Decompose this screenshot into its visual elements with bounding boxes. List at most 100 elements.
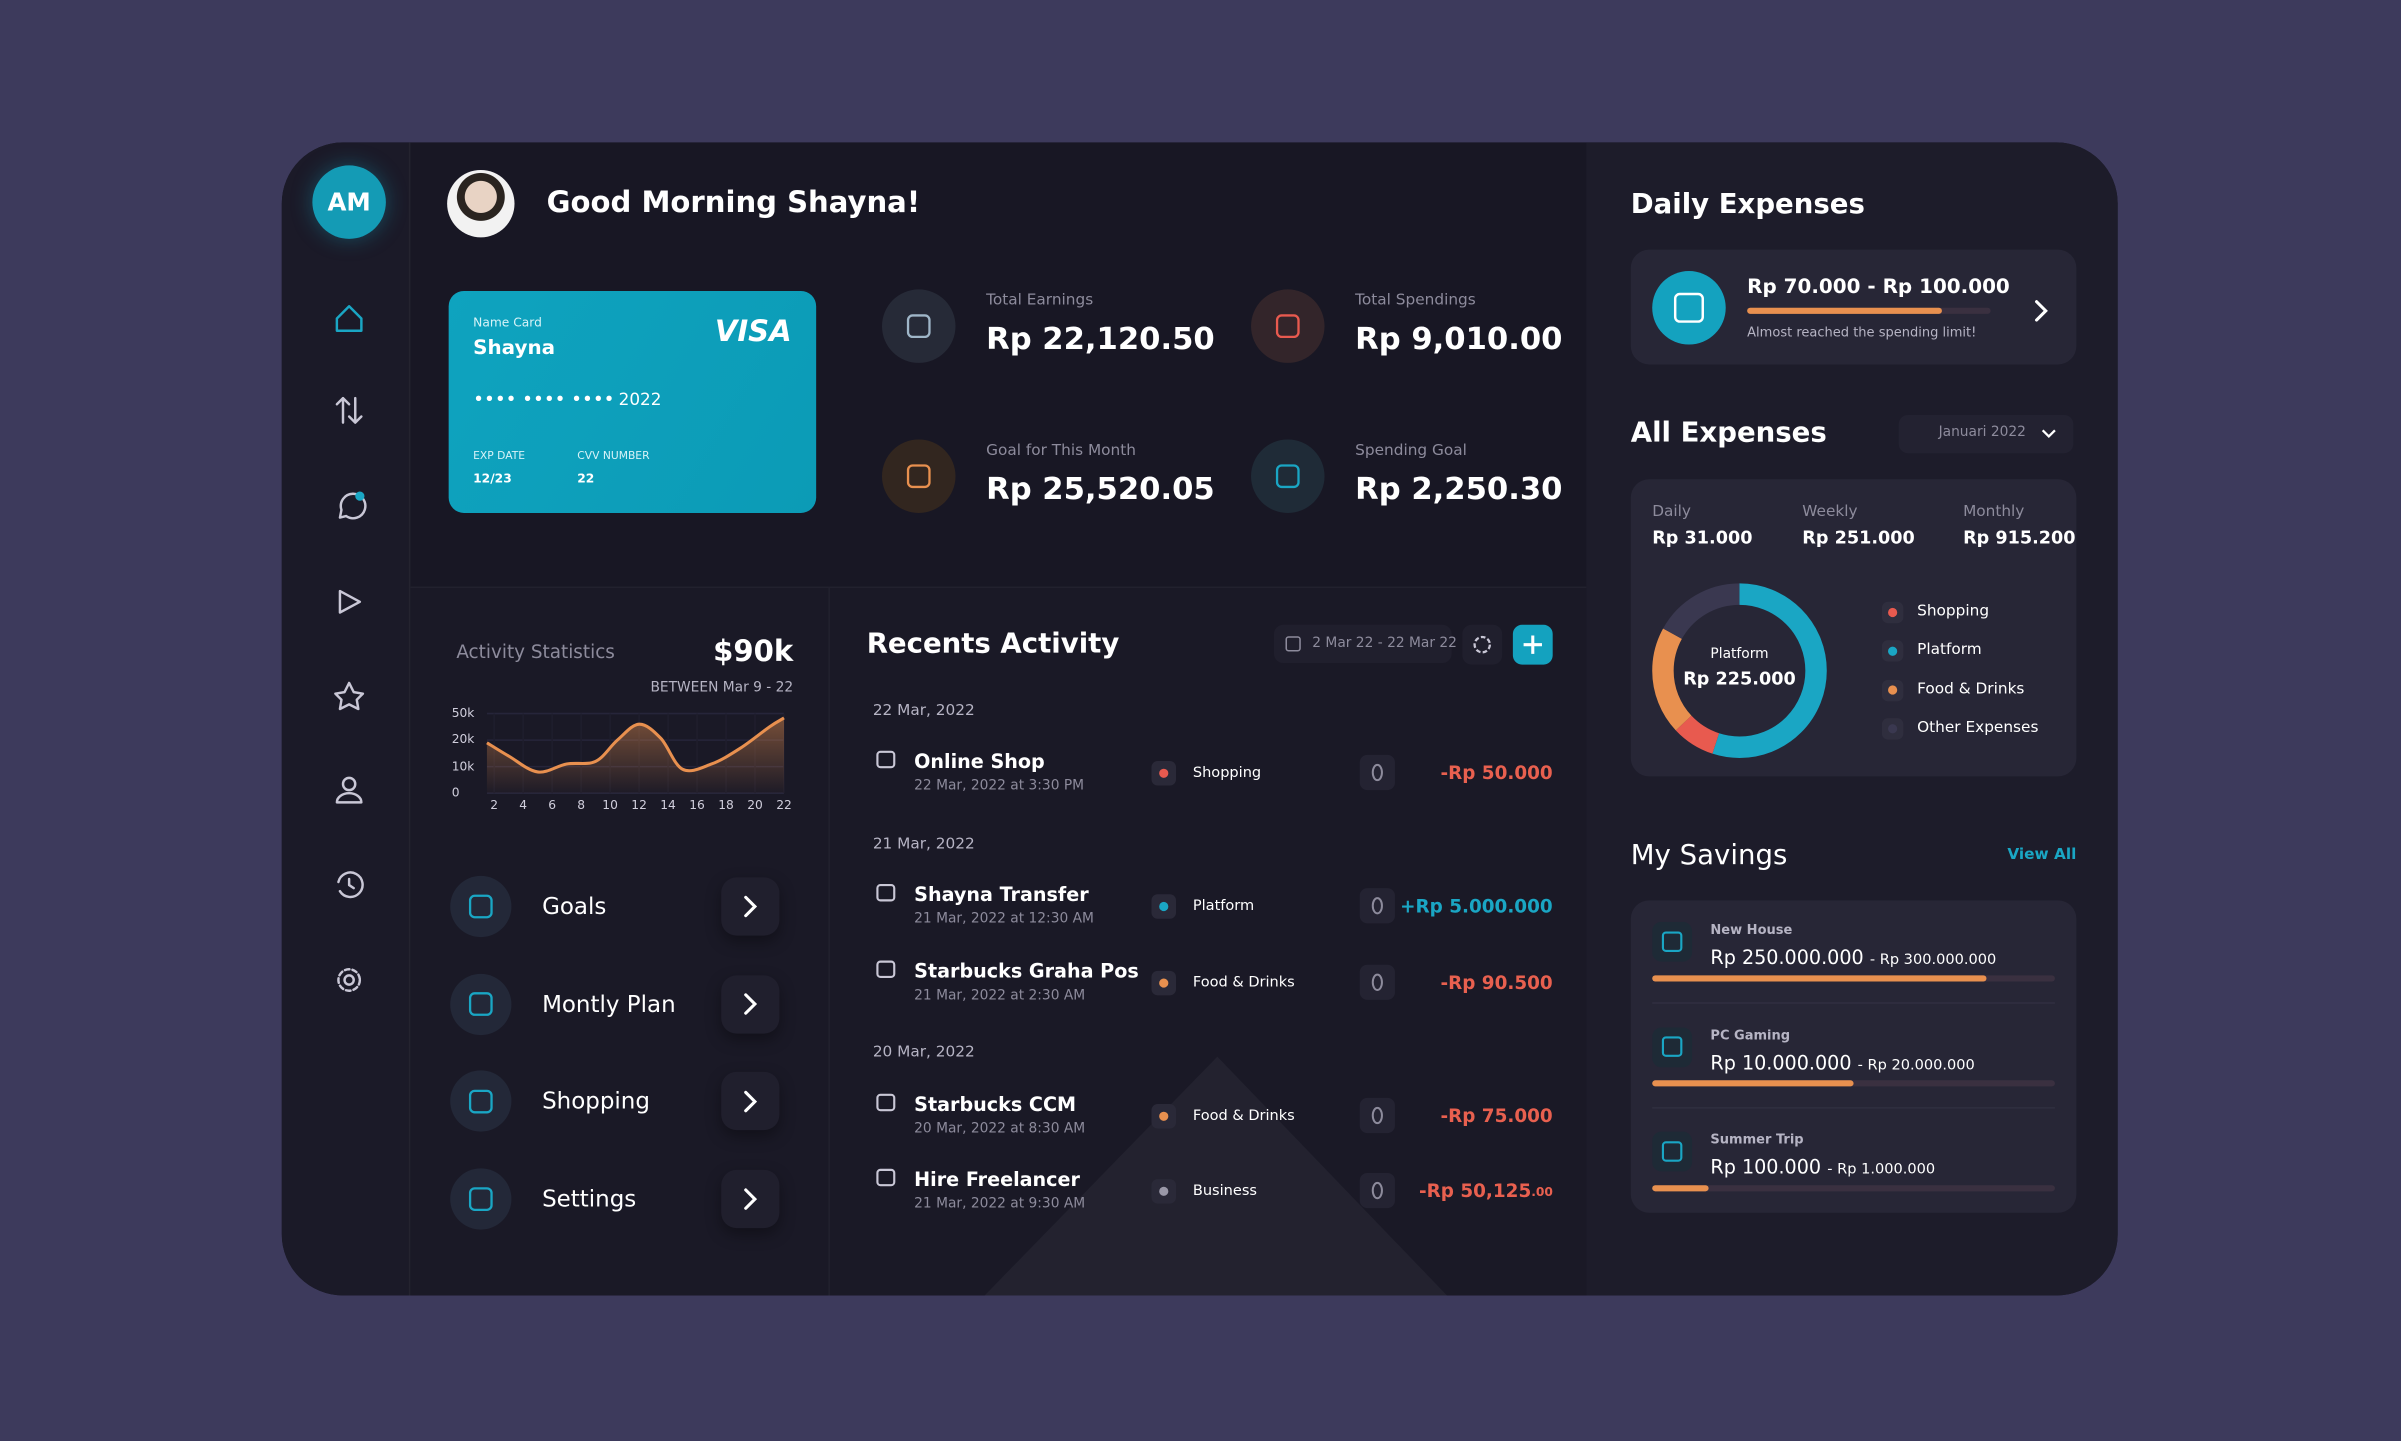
date-chip[interactable] xyxy=(1274,624,1452,664)
group-date: 21 Mar, 2022 xyxy=(872,836,975,853)
card-name: Shayna xyxy=(473,337,556,361)
tx-category: Food & Drinks xyxy=(1192,1107,1295,1125)
saving-amounts: Rp 250.000.000 - Rp 300.000.000 xyxy=(1710,941,1996,970)
tx-name: Starbucks CCM xyxy=(914,1092,1077,1116)
decoration xyxy=(984,1056,1448,1296)
stat-icon xyxy=(1251,289,1325,363)
x-tick-label: 20 xyxy=(747,798,763,812)
saving-target: - Rp 20.000.000 xyxy=(1857,1056,1975,1074)
profile-photo xyxy=(447,169,515,238)
tx-icon xyxy=(876,1168,896,1187)
card-mask: •••• xyxy=(473,388,517,411)
tx-category: Business xyxy=(1192,1182,1258,1200)
attach-btn[interactable] xyxy=(1359,1097,1395,1134)
saving-name: New House xyxy=(1710,923,1793,939)
donut-label: Platform xyxy=(1710,647,1769,663)
legend-label: Shopping xyxy=(1917,603,1990,621)
legend-dot xyxy=(1888,646,1898,656)
avatar[interactable] xyxy=(312,165,386,239)
x-tick-label: 22 xyxy=(776,798,792,812)
daily-range: Rp 70.000 - Rp 100.000 xyxy=(1747,275,2010,299)
stat-value: Rp 2,250.30 xyxy=(1355,470,1563,507)
greeting: Good Morning Shayna! xyxy=(546,186,921,220)
daily-chevron xyxy=(2035,300,2048,322)
stat-icon xyxy=(1251,439,1325,513)
attach-btn[interactable] xyxy=(1359,888,1395,924)
saving-track xyxy=(1652,1185,2055,1192)
tx-category: Shopping xyxy=(1192,764,1262,782)
attach-btn[interactable] xyxy=(1359,1172,1395,1209)
card-number: 2022 xyxy=(618,389,662,410)
stat-glyph xyxy=(906,464,931,489)
saving-amounts: Rp 100.000 - Rp 1.000.000 xyxy=(1710,1151,1935,1180)
stat-value: Rp 22,120.50 xyxy=(986,320,1215,357)
menu-arrow[interactable] xyxy=(721,1170,780,1229)
menu-icon xyxy=(450,973,512,1035)
chart-subtitle: BETWEEN Mar 9 - 22 xyxy=(650,680,794,697)
menu-glyph xyxy=(468,894,493,919)
saving-amount: Rp 250.000.000 xyxy=(1710,945,1864,969)
x-tick-label: 6 xyxy=(548,798,557,812)
saving-fill xyxy=(1652,975,1987,982)
tx-amount: +Rp 5.000.000 xyxy=(1400,895,1553,917)
donut-segment xyxy=(1652,583,1827,758)
legend-label: Other Expenses xyxy=(1917,719,2039,737)
chevron xyxy=(744,1188,758,1210)
stat-label: Total Earnings xyxy=(986,292,1094,310)
tx-amount: -Rp 50.000 xyxy=(1440,762,1553,784)
stat-label: Total Spendings xyxy=(1355,292,1476,310)
date-range: 2 Mar 22 - 22 Mar 22 xyxy=(1312,636,1457,652)
donut-segment xyxy=(1652,583,1827,758)
chart-title: Activity Statistics xyxy=(456,641,615,663)
daily-fill xyxy=(1747,307,1942,314)
tx-icon xyxy=(876,1093,896,1112)
month-select[interactable] xyxy=(1898,414,2074,454)
group-date: 20 Mar, 2022 xyxy=(872,1044,975,1062)
tx-name: Shayna Transfer xyxy=(914,882,1089,906)
legend-dot xyxy=(1888,685,1898,695)
avatar-text: AM xyxy=(327,187,371,217)
clip-icon xyxy=(1371,973,1383,991)
tx-time: 22 Mar, 2022 at 3:30 PM xyxy=(914,778,1085,795)
view-all[interactable]: View All xyxy=(2007,846,2077,864)
saving-name: Summer Trip xyxy=(1710,1132,1804,1149)
x-tick-label: 16 xyxy=(689,798,705,812)
stat-label: Goal for This Month xyxy=(986,442,1136,460)
y-tick-label: 20k xyxy=(451,732,475,747)
saving-amount: Rp 10.000.000 xyxy=(1710,1050,1852,1074)
menu-glyph xyxy=(468,1187,493,1211)
tx-amount: -Rp 90.500 xyxy=(1440,972,1553,994)
x-tick-label: 14 xyxy=(660,798,676,812)
menu-label: Shopping xyxy=(542,1087,650,1116)
saving-glyph xyxy=(1661,931,1683,952)
saving-amounts: Rp 10.000.000 - Rp 20.000.000 xyxy=(1710,1046,1974,1075)
chevron xyxy=(744,1090,758,1113)
menu-arrow[interactable] xyxy=(721,1072,780,1131)
card-label: Name Card xyxy=(473,315,542,330)
card-exp: 12/23 xyxy=(473,471,512,486)
recents-title: Recents Activity xyxy=(866,628,1120,661)
clip-icon xyxy=(1371,1106,1383,1125)
saving-name: PC Gaming xyxy=(1710,1028,1791,1044)
chevron xyxy=(744,895,758,918)
group-date: 22 Mar, 2022 xyxy=(872,702,975,720)
area xyxy=(486,717,784,794)
card-cvv: 22 xyxy=(577,471,595,486)
daily-glyph xyxy=(1673,292,1704,323)
settings-btn[interactable] xyxy=(1462,624,1503,665)
menu-arrow[interactable] xyxy=(721,974,780,1034)
menu-icon xyxy=(450,1070,512,1133)
x-tick-label: 2 xyxy=(490,798,499,812)
menu-arrow[interactable] xyxy=(721,877,780,936)
tx-time: 20 Mar, 2022 at 8:30 AM xyxy=(914,1121,1086,1138)
savings-title: My Savings xyxy=(1630,839,1788,872)
attach-btn[interactable] xyxy=(1359,964,1395,1000)
donut-value: Rp 225.000 xyxy=(1683,667,1796,690)
attach-btn[interactable] xyxy=(1359,754,1395,791)
tx-time: 21 Mar, 2022 at 12:30 AM xyxy=(914,912,1094,928)
y-tick-label: 0 xyxy=(451,785,460,800)
category-color xyxy=(1159,901,1169,912)
tx-icon xyxy=(876,750,896,769)
line xyxy=(486,716,785,774)
